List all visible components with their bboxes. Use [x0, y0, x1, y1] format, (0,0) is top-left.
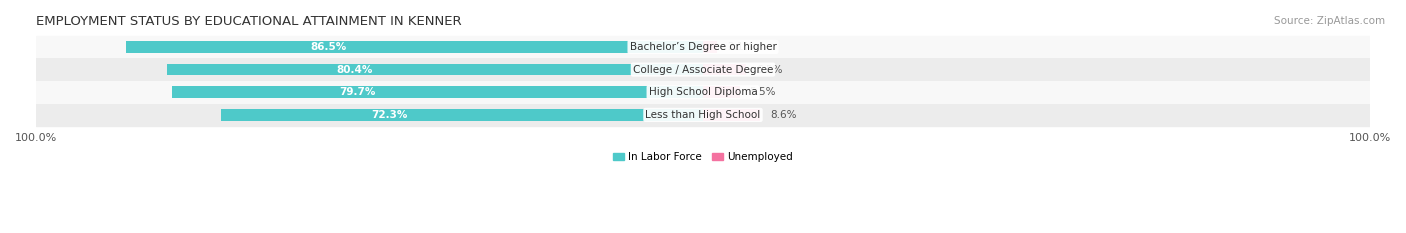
Bar — [37, 81, 1369, 104]
Bar — [37, 36, 1369, 58]
Bar — [37, 104, 1369, 126]
Bar — [172, 86, 703, 98]
Text: EMPLOYMENT STATUS BY EDUCATIONAL ATTAINMENT IN KENNER: EMPLOYMENT STATUS BY EDUCATIONAL ATTAINM… — [37, 15, 461, 28]
Bar — [703, 64, 747, 75]
Bar — [37, 58, 1369, 81]
Text: 6.5%: 6.5% — [756, 65, 783, 75]
Text: 72.3%: 72.3% — [371, 110, 408, 120]
Bar — [703, 109, 761, 121]
Bar — [703, 86, 740, 98]
Text: 2.1%: 2.1% — [727, 42, 754, 52]
Text: College / Associate Degree: College / Associate Degree — [633, 65, 773, 75]
Text: Source: ZipAtlas.com: Source: ZipAtlas.com — [1274, 16, 1385, 26]
Text: 80.4%: 80.4% — [336, 65, 373, 75]
Text: Bachelor’s Degree or higher: Bachelor’s Degree or higher — [630, 42, 776, 52]
Text: 5.5%: 5.5% — [749, 87, 776, 97]
Text: 79.7%: 79.7% — [339, 87, 375, 97]
Text: 8.6%: 8.6% — [770, 110, 797, 120]
Bar — [37, 36, 1369, 58]
Bar — [703, 41, 717, 53]
Bar — [127, 41, 703, 53]
Legend: In Labor Force, Unemployed: In Labor Force, Unemployed — [609, 148, 797, 166]
Bar — [37, 104, 1369, 126]
Text: Less than High School: Less than High School — [645, 110, 761, 120]
Text: 86.5%: 86.5% — [309, 42, 346, 52]
Bar — [167, 64, 703, 75]
Text: High School Diploma: High School Diploma — [648, 87, 758, 97]
Bar — [37, 81, 1369, 104]
Bar — [37, 58, 1369, 81]
Bar — [221, 109, 703, 121]
